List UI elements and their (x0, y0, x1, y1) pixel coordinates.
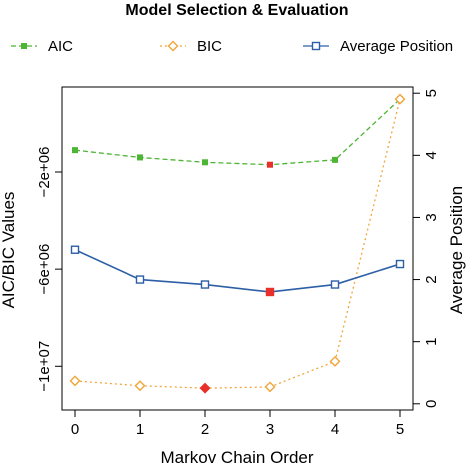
data-point (70, 245, 80, 254)
legend: AIC BIC Average Position (11, 38, 453, 55)
x-tick-label: 2 (201, 421, 209, 438)
data-point (200, 280, 210, 289)
data-point (202, 159, 208, 166)
legend-marker (21, 43, 27, 49)
y-right-tick-label: 2 (423, 275, 440, 283)
y-axis-right-label: Average Position (447, 186, 466, 314)
series-line (74, 98, 401, 389)
series-2 (70, 245, 405, 297)
legend-label: BIC (197, 38, 222, 55)
data-point (199, 382, 211, 394)
y-left-tick-label: −6e+06 (36, 244, 53, 295)
data-point (69, 375, 81, 387)
legend-label: Average Position (340, 38, 453, 55)
y-right-tick-label: 3 (423, 213, 440, 221)
legend-marker (311, 41, 321, 51)
y-left-tick-label: −2e+06 (36, 147, 53, 198)
legend-marker (167, 40, 179, 52)
data-point (329, 355, 341, 367)
x-tick-label: 3 (266, 421, 274, 438)
data-point (332, 156, 338, 163)
x-tick-label: 5 (396, 421, 404, 438)
x-axis: 0 1 2 3 4 5 (71, 410, 404, 438)
y-right-tick-label: 0 (423, 400, 440, 408)
data-point (72, 147, 78, 154)
y-axis-right: 0 1 2 3 4 5 (413, 89, 440, 408)
series-layer (69, 93, 406, 394)
series-line (74, 98, 401, 166)
data-point (330, 280, 340, 289)
data-point (135, 275, 145, 284)
y-axis-left-label: AIC/BIC Values (0, 192, 18, 309)
data-point (265, 287, 275, 297)
y-axis-left: −1e+07 −6e+06 −2e+06 (36, 147, 62, 392)
y-left-tick-label: −1e+07 (36, 341, 53, 392)
data-point (264, 381, 276, 393)
series-0 (72, 96, 403, 168)
legend-label: AIC (48, 38, 73, 55)
y-right-tick-label: 4 (423, 151, 440, 159)
x-tick-label: 0 (71, 421, 79, 438)
data-point (137, 154, 143, 161)
data-point (267, 161, 273, 168)
data-point (394, 93, 406, 105)
y-right-tick-label: 5 (423, 89, 440, 97)
plot-area (61, 86, 414, 411)
data-point (395, 259, 405, 269)
data-point (134, 380, 146, 392)
x-axis-label: Markov Chain Order (160, 448, 313, 467)
x-tick-label: 1 (136, 421, 144, 438)
series-line (74, 249, 401, 293)
chart-title: Model Selection & Evaluation (125, 2, 348, 19)
series-1 (69, 93, 406, 394)
y-right-tick-label: 1 (423, 338, 440, 346)
x-tick-label: 4 (331, 421, 339, 438)
